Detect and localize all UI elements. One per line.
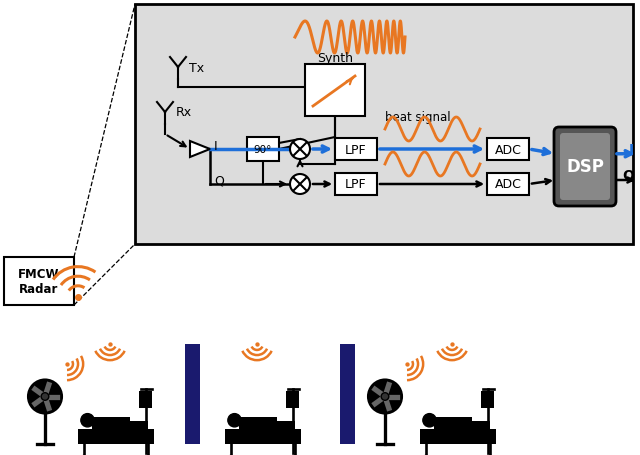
Bar [92,418,131,431]
Bar [225,429,301,444]
Text: LPF: LPF [345,178,367,191]
Bar [481,391,494,408]
Circle shape [381,393,389,400]
FancyBboxPatch shape [554,128,616,207]
Circle shape [41,393,49,400]
Text: DSP: DSP [566,158,604,176]
Bar [335,139,377,161]
Circle shape [290,175,310,195]
Bar [78,429,154,444]
Text: FMCW: FMCW [19,268,60,281]
Bar [4,258,74,305]
Text: ADC: ADC [495,178,522,191]
Text: Synth: Synth [317,51,353,64]
Text: I: I [214,140,218,153]
Text: Q: Q [622,169,634,182]
Circle shape [27,379,63,415]
Bar [435,418,472,431]
Bar [139,391,152,408]
Bar [239,418,277,431]
Text: 90°: 90° [254,145,272,155]
Circle shape [228,414,241,427]
Text: beat signal: beat signal [385,111,451,124]
Circle shape [367,379,403,415]
Bar [275,421,295,431]
Bar [305,65,365,117]
Bar [247,138,279,162]
Circle shape [81,414,94,427]
Bar [420,429,496,444]
Bar [340,344,355,444]
Text: I: I [629,142,634,157]
Text: Radar: Radar [19,283,59,296]
Text: Rx: Rx [176,106,192,119]
Bar [127,421,148,431]
Bar [286,391,299,408]
Circle shape [423,414,436,427]
Bar [487,174,529,196]
Text: Tx: Tx [189,61,204,74]
Text: ADC: ADC [495,143,522,156]
Circle shape [290,140,310,160]
Text: LPF: LPF [345,143,367,156]
Bar [185,344,200,444]
Text: Q: Q [214,175,224,187]
FancyBboxPatch shape [560,134,610,201]
Polygon shape [190,142,210,157]
Bar [469,421,490,431]
Bar [135,5,633,244]
Bar [335,174,377,196]
Bar [487,139,529,161]
